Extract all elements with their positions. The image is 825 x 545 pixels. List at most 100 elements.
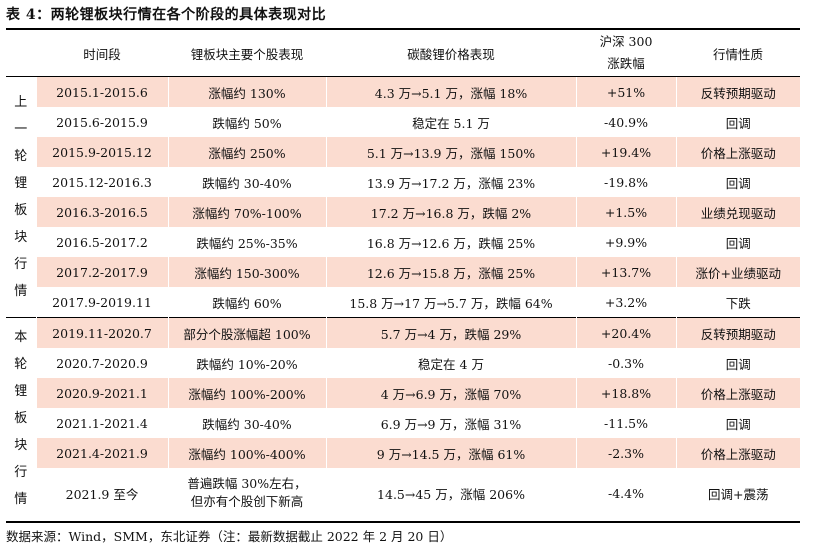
table-row: 2021.9 至今 普遍跌幅 30%左右， 但亦有个股创下新高 14.5→45 万，涨… [6, 468, 800, 518]
period-cell: 2015.1-2015.6 [35, 76, 168, 107]
stocks-cell-line: 但亦有个股创下新高 [190, 494, 304, 509]
nature-cell: 反转预期驱动 [675, 317, 800, 348]
nature-cell: 下跌 [675, 287, 800, 318]
header-stocks: 锂板块主要个股表现 [190, 46, 304, 62]
table-row: 2015.6-2015.9 跌幅约 50% 稳定在 5.1 万 -40.9% 回调 [6, 107, 800, 137]
nature-cell: 回调 [675, 408, 800, 438]
hs300-cell: +3.2% [575, 287, 676, 318]
group-label-char: 锂 [14, 383, 28, 399]
nature-cell: 回调 [675, 227, 800, 257]
period-cell: 2021.9 至今 [35, 468, 168, 518]
hs300-cell: -40.9% [575, 107, 676, 137]
table-row: 2016.5-2017.2 跌幅约 25%-35% 16.8 万→12.6 万，跌幅… [6, 227, 800, 257]
stocks-cell: 涨幅约 150-300% [167, 257, 326, 287]
stocks-cell: 跌幅约 25%-35% [167, 227, 326, 257]
header-hs300-line1: 沪深 300 [599, 34, 653, 49]
group-label-char: 锂 [14, 176, 28, 191]
table-row: 2020.7-2020.9 跌幅约 10%-20% 稳定在 4 万 -0.3% 回调 [6, 348, 800, 378]
table-row: 上一轮锂板块行情 2015.1-2015.6 涨幅约 130% 4.3 万→5.1 万… [6, 76, 800, 318]
source-note: 数据来源：Wind，SMM，东北证券（注：最新数据截止 2022 年 2 月 2… [6, 529, 453, 544]
hs300-cell: -19.8% [575, 167, 676, 197]
group-label-char: 轮 [14, 356, 28, 372]
table-title: 表 4：两轮锂板块行情在各个阶段的具体表现对比 [6, 7, 327, 23]
nature-cell: 回调 [675, 348, 800, 378]
hs300-cell: +9.9% [575, 227, 676, 257]
period-cell: 2021.4-2021.9 [35, 438, 168, 468]
stocks-cell: 涨幅约 70%-100% [167, 197, 326, 227]
header-hs300: 沪深 300 涨跌幅 [576, 30, 676, 77]
nature-cell: 价格上涨驱动 [675, 137, 800, 167]
stocks-cell: 部分个股涨幅超 100% [167, 317, 326, 348]
group-label-char: 上 [14, 95, 28, 110]
hs300-cell: +20.4% [575, 317, 676, 348]
stocks-cell: 跌幅约 50% [167, 107, 326, 137]
price-cell: 15.8 万→17 万→5.7 万，跌幅 64% [325, 287, 576, 318]
price-cell: 17.2 万→16.8 万，跌幅 2% [325, 197, 576, 227]
price-cell: 稳定在 5.1 万 [325, 107, 576, 137]
hs300-cell: -0.3% [575, 348, 676, 378]
group-label-char: 轮 [14, 149, 28, 164]
period-cell: 2017.9-2019.11 [35, 287, 168, 318]
top-rule [6, 28, 800, 30]
period-cell: 2020.7-2020.9 [35, 348, 168, 378]
table-row: 2020.9-2021.1 涨幅约 100%-200% 4 万→6.9 万，涨幅 7… [6, 378, 800, 408]
nature-cell: 价格上涨驱动 [675, 378, 800, 408]
hs300-cell: -11.5% [575, 408, 676, 438]
stocks-cell-line: 普遍跌幅 30%左右， [187, 476, 307, 491]
group-label: 上一轮锂板块行情 [6, 76, 36, 318]
group-label-char: 块 [14, 437, 28, 453]
price-cell: 5.7 万→4 万，跌幅 29% [325, 317, 576, 348]
nature-cell: 回调+震荡 [675, 468, 800, 518]
stocks-cell: 跌幅约 60% [167, 287, 326, 318]
nature-cell: 价格上涨驱动 [675, 438, 800, 468]
header-row: 时间段 锂板块主要个股表现 碳酸锂价格表现 沪深 300 涨跌幅 行情性质 [6, 30, 800, 77]
header-price: 碳酸锂价格表现 [407, 46, 495, 62]
hs300-cell: +13.7% [575, 257, 676, 287]
stocks-cell: 涨幅约 100%-200% [167, 378, 326, 408]
group-label-char: 行 [14, 257, 28, 272]
header-nature: 行情性质 [712, 46, 763, 62]
header-hs300-line2: 涨跌幅 [607, 56, 645, 71]
period-cell: 2016.3-2016.5 [35, 197, 168, 227]
group-label: 本轮锂板块行情 [6, 317, 36, 518]
price-cell: 14.5→45 万，涨幅 206% [325, 468, 576, 518]
stocks-cell: 涨幅约 100%-400% [167, 438, 326, 468]
group-label-char: 一 [14, 122, 28, 137]
price-cell: 9 万→14.5 万，涨幅 61% [325, 438, 576, 468]
hs300-cell: -4.4% [575, 468, 676, 518]
nature-cell: 涨价+业绩驱动 [675, 257, 800, 287]
header-period: 时间段 [83, 46, 121, 62]
period-cell: 2016.5-2017.2 [35, 227, 168, 257]
period-cell: 2020.9-2021.1 [35, 378, 168, 408]
hs300-cell: +18.8% [575, 378, 676, 408]
price-cell: 13.9 万→17.2 万，涨幅 23% [325, 167, 576, 197]
group-label-char: 板 [14, 203, 28, 218]
nature-cell: 回调 [675, 167, 800, 197]
table-row: 2015.9-2015.12 涨幅约 250% 5.1 万→13.9 万，涨幅 15… [6, 137, 800, 167]
table-row: 2017.2-2017.9 涨幅约 150-300% 12.6 万→15.8 万，涨… [6, 257, 800, 287]
price-cell: 4.3 万→5.1 万，涨幅 18% [325, 76, 576, 107]
stocks-cell: 跌幅约 30-40% [167, 167, 326, 197]
group-label-char: 本 [14, 329, 28, 345]
group-label-char: 块 [14, 230, 28, 245]
price-cell: 6.9 万→9 万，涨幅 31% [325, 408, 576, 438]
group-label-char: 行 [14, 464, 28, 480]
table-row: 本轮锂板块行情 2019.11-2020.7 部分个股涨幅超 100% 5.7 万→4… [6, 317, 800, 518]
hs300-cell: +19.4% [575, 137, 676, 167]
table-row: 2021.1-2021.4 跌幅约 30-40% 6.9 万→9 万，涨幅 31% -… [6, 408, 800, 438]
table-row: 2021.4-2021.9 涨幅约 100%-400% 9 万→14.5 万，涨幅 … [6, 438, 800, 468]
stocks-cell: 跌幅约 30-40% [167, 408, 326, 438]
hs300-cell: +1.5% [575, 197, 676, 227]
table-row: 2015.12-2016.3 跌幅约 30-40% 13.9 万→17.2 万，涨幅… [6, 167, 800, 197]
group-label-char: 情 [14, 284, 28, 299]
period-cell: 2017.2-2017.9 [35, 257, 168, 287]
price-cell: 12.6 万→15.8 万，涨幅 25% [325, 257, 576, 287]
hs300-cell: +51% [575, 76, 676, 107]
period-cell: 2021.1-2021.4 [35, 408, 168, 438]
stocks-cell: 涨幅约 130% [167, 76, 326, 107]
period-cell: 2019.11-2020.7 [35, 317, 168, 348]
group-label-char: 板 [14, 410, 28, 426]
nature-cell: 回调 [675, 107, 800, 137]
nature-cell: 反转预期驱动 [675, 76, 800, 107]
bottom-rule [6, 521, 800, 523]
